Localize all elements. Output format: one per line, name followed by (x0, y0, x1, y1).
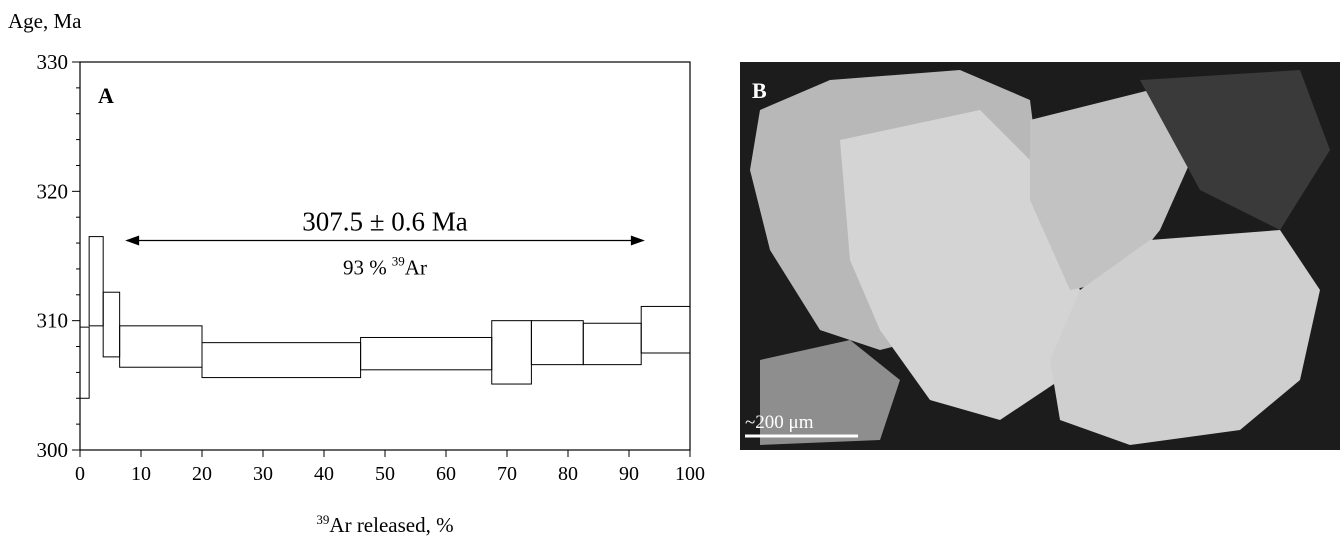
fraction-text: 93 % (343, 255, 387, 279)
step-box (531, 321, 583, 365)
x-tick-label: 40 (314, 463, 334, 485)
y-tick-label: 330 (37, 50, 69, 74)
step-box (80, 327, 89, 398)
x-tick-label: 10 (131, 463, 151, 485)
step-box (641, 306, 690, 353)
x-axis-label: 39Ar released, % (316, 512, 453, 537)
x-tick-label: 30 (253, 463, 273, 485)
plateau-fraction: 93 % 39Ar (343, 253, 427, 279)
y-tick-label: 310 (37, 309, 69, 333)
fraction-sup: 39 (392, 253, 405, 268)
arrow-head (631, 235, 645, 245)
panel-label: A (98, 83, 114, 108)
x-tick-label: 60 (436, 463, 456, 485)
panel-label: B (752, 78, 767, 103)
fraction-rest: Ar (405, 255, 427, 279)
x-tick-label: 0 (75, 463, 85, 485)
y-tick-label: 300 (37, 438, 69, 462)
x-label-sup: 39 (316, 512, 329, 527)
plot: 300 310 320 330 0 10 20 30 40 50 60 70 80 90 100 307.5 … (37, 50, 706, 485)
figure: Age, Ma A 39Ar released, % 3003103203300… (0, 0, 1342, 543)
x-label-text: Ar released, % (329, 513, 453, 537)
plateau-age: 307.5 ± 0.6 Ma (302, 206, 468, 236)
micrograph: B ~200 μm (740, 62, 1340, 450)
x-tick-label: 90 (619, 463, 639, 485)
x-tick-label: 100 (675, 463, 705, 485)
x-tick-label: 20 (192, 463, 212, 485)
step-box (89, 237, 103, 326)
x-tick-label: 50 (375, 463, 395, 485)
step-box (361, 337, 492, 369)
y-axis-label: Age, Ma (8, 9, 82, 33)
x-tick-label: 80 (558, 463, 578, 485)
step-box (583, 323, 641, 364)
step-box (492, 321, 532, 384)
step-box (202, 343, 361, 378)
y-tick-label: 320 (37, 179, 69, 203)
step-box (120, 326, 202, 367)
x-tick-label: 70 (497, 463, 517, 485)
arrow-head (125, 235, 139, 245)
step-box (103, 292, 119, 357)
scale-bar-label: ~200 μm (745, 412, 814, 433)
